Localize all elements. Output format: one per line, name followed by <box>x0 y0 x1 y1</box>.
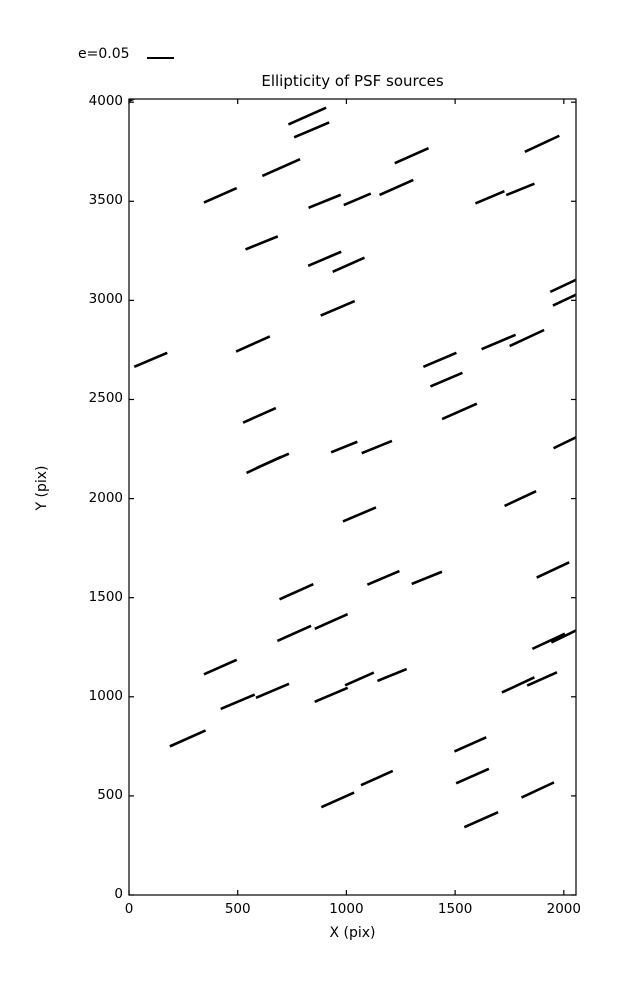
x-tick-label: 1000 <box>329 901 364 917</box>
y-tick-label: 4000 <box>88 93 123 110</box>
psf-whisker <box>287 106 327 126</box>
psf-whisker <box>314 612 349 630</box>
psf-whisker <box>550 629 576 644</box>
psf-whisker <box>552 436 576 450</box>
y-axis-label: Y (pix) <box>34 465 50 511</box>
legend-line-marker <box>147 57 174 59</box>
psf-whisker <box>453 736 487 753</box>
y-tick-label: 1000 <box>88 687 123 704</box>
psf-whisker <box>320 299 356 317</box>
psf-whisker <box>320 791 355 809</box>
psf-whisker <box>504 490 537 508</box>
psf-whisker <box>261 157 301 178</box>
y-tick-label: 2500 <box>88 390 123 407</box>
x-axis-label: X (pix) <box>329 925 376 941</box>
x-tick-label: 1500 <box>437 901 473 917</box>
psf-whisker <box>255 452 290 470</box>
legend-label: e=0.05 <box>78 46 130 62</box>
psf-whisker <box>531 632 566 651</box>
psf-whisker <box>394 146 430 165</box>
psf-whisker <box>203 186 238 204</box>
psf-whisker <box>549 278 576 294</box>
page-title: Ellipticity of PSF sources <box>261 72 444 90</box>
psf-whisker <box>520 781 555 799</box>
psf-whisker <box>526 671 558 687</box>
psf-whisker <box>133 351 168 369</box>
psf-whisker <box>235 335 271 353</box>
psf-whisker <box>344 671 375 687</box>
psf-whisker <box>481 333 517 351</box>
x-tick-labels: 0 500 1000 1500 2000 <box>0 901 637 931</box>
psf-whisker <box>255 682 290 700</box>
psf-whisker <box>524 134 560 154</box>
psf-whisker <box>343 192 372 207</box>
psf-whisker <box>203 658 238 676</box>
psf-whisker <box>366 569 400 586</box>
x-tick-label: 2000 <box>546 901 581 917</box>
y-tick-label: 0 <box>114 886 123 902</box>
psf-whisker <box>536 561 570 579</box>
y-tick-label: 2000 <box>88 489 123 506</box>
psf-whisker <box>360 769 394 787</box>
psf-whisker <box>342 506 377 523</box>
psf-whisker <box>509 328 545 348</box>
psf-whisker <box>552 293 576 307</box>
psf-whisker <box>245 235 279 251</box>
psf-whisker <box>293 121 330 139</box>
psf-whisker <box>474 189 505 205</box>
psf-whisker <box>379 178 414 197</box>
psf-whisker <box>361 439 393 455</box>
x-tick-label: 500 <box>224 901 251 917</box>
psf-whisker <box>422 351 457 369</box>
psf-whisker <box>501 676 535 694</box>
y-tick-label: 500 <box>97 786 123 803</box>
psf-whisker <box>278 583 314 601</box>
y-tick-labels: 0 500 1000 1500 2000 2500 3000 3500 4000 <box>55 0 123 1000</box>
psf-whisker <box>376 667 408 683</box>
tick-marks <box>128 99 576 896</box>
psf-whisker <box>330 440 358 454</box>
psf-whisker <box>455 767 490 785</box>
whisker-series <box>129 99 576 829</box>
psf-whisker <box>411 570 443 586</box>
psf-whisker <box>276 624 312 643</box>
psf-whisker <box>220 693 256 711</box>
psf-whisker <box>429 371 463 388</box>
y-tick-label: 3000 <box>88 291 123 308</box>
psf-whisker <box>314 686 349 704</box>
y-tick-label: 1500 <box>88 588 123 605</box>
psf-whisker <box>308 193 342 209</box>
y-tick-label: 3500 <box>88 192 123 209</box>
psf-whisker <box>242 406 277 424</box>
psf-whisker <box>169 729 207 748</box>
psf-whisker <box>463 810 499 829</box>
axes-border <box>128 98 577 896</box>
psf-whisker <box>505 182 535 197</box>
psf-whisker <box>332 256 366 273</box>
x-tick-label: 0 <box>124 901 134 917</box>
psf-whisker <box>307 250 342 267</box>
axes-frame <box>128 98 577 896</box>
psf-whisker <box>441 402 478 421</box>
